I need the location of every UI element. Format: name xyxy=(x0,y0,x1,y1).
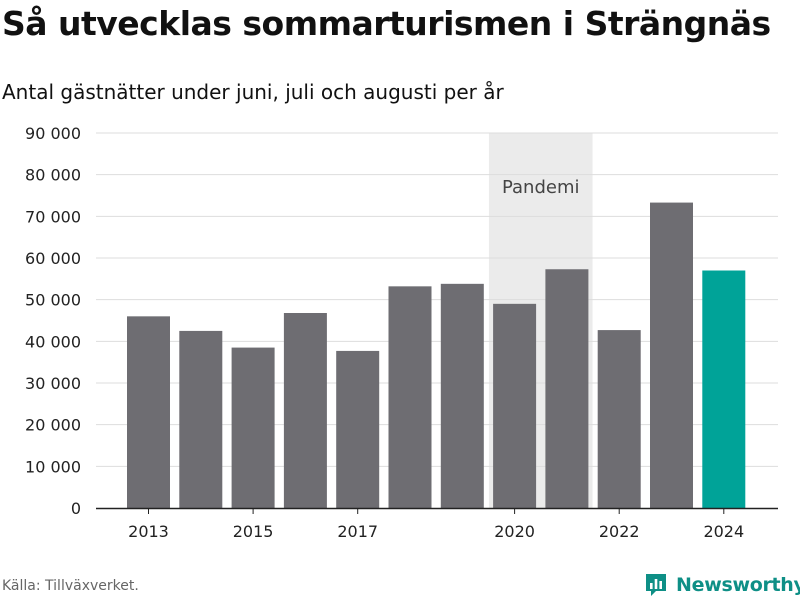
y-tick-label: 80 000 xyxy=(25,166,81,185)
y-tick-label: 0 xyxy=(71,499,81,518)
source-note: Källa: Tillväxverket. xyxy=(2,578,139,594)
bar xyxy=(388,286,432,508)
newsworthy-logo-icon xyxy=(646,574,666,596)
chart-subtitle: Antal gästnätter under juni, juli och au… xyxy=(2,80,504,104)
bar xyxy=(127,316,170,508)
y-tick-label: 50 000 xyxy=(25,291,81,310)
bar xyxy=(597,330,641,508)
x-tick-label: 2013 xyxy=(128,522,169,541)
bar xyxy=(493,303,537,508)
bar xyxy=(545,269,589,508)
bar xyxy=(179,330,223,508)
bar xyxy=(440,283,484,508)
y-tick-label: 90 000 xyxy=(25,124,81,143)
y-tick-label: 20 000 xyxy=(25,416,81,435)
x-tick-label: 2024 xyxy=(703,522,744,541)
bar xyxy=(336,350,380,508)
y-tick-label: 10 000 xyxy=(25,457,81,476)
chart-title: Så utvecklas sommarturismen i Strängnäs xyxy=(2,4,771,43)
y-tick-label: 40 000 xyxy=(25,332,81,351)
y-tick-label: 30 000 xyxy=(25,374,81,393)
bar xyxy=(650,202,693,509)
y-tick-label: 70 000 xyxy=(25,207,81,226)
pandemic-label: Pandemi xyxy=(502,177,580,198)
bar xyxy=(702,270,746,508)
bar xyxy=(231,347,275,508)
x-tick-label: 2015 xyxy=(233,522,274,541)
x-tick-label: 2022 xyxy=(599,522,640,541)
x-tick-label: 2017 xyxy=(337,522,378,541)
brand-logo[interactable]: Newsworthy xyxy=(644,570,800,600)
x-tick-label: 2020 xyxy=(494,522,535,541)
brand-name: Newsworthy xyxy=(676,574,800,596)
y-tick-label: 60 000 xyxy=(25,249,81,268)
bar xyxy=(283,313,327,508)
